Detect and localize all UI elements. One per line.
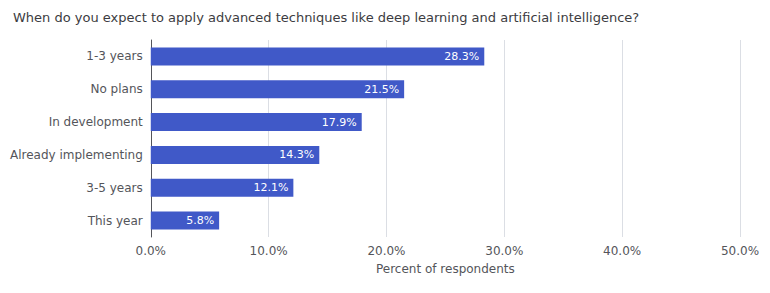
svg-text:20.0%: 20.0% — [367, 244, 405, 258]
svg-text:3-5 years: 3-5 years — [86, 181, 142, 195]
svg-text:Already implementing: Already implementing — [10, 148, 143, 162]
svg-text:In development: In development — [49, 115, 143, 129]
svg-text:17.9%: 17.9% — [322, 116, 357, 129]
svg-text:30.0%: 30.0% — [485, 244, 523, 258]
svg-text:Percent of respondents: Percent of respondents — [376, 262, 515, 276]
svg-text:No plans: No plans — [90, 82, 142, 96]
svg-text:0.0%: 0.0% — [136, 244, 167, 258]
svg-text:28.3%: 28.3% — [444, 50, 479, 63]
svg-text:12.1%: 12.1% — [253, 181, 288, 194]
svg-text:50.0%: 50.0% — [721, 244, 759, 258]
svg-text:5.8%: 5.8% — [186, 214, 214, 227]
svg-text:When do you expect to apply ad: When do you expect to apply advanced tec… — [13, 10, 639, 25]
svg-text:This year: This year — [87, 214, 143, 228]
svg-text:1-3 years: 1-3 years — [86, 49, 142, 63]
svg-text:10.0%: 10.0% — [250, 244, 288, 258]
svg-text:14.3%: 14.3% — [279, 148, 314, 161]
svg-text:21.5%: 21.5% — [364, 83, 399, 96]
svg-text:40.0%: 40.0% — [603, 244, 641, 258]
